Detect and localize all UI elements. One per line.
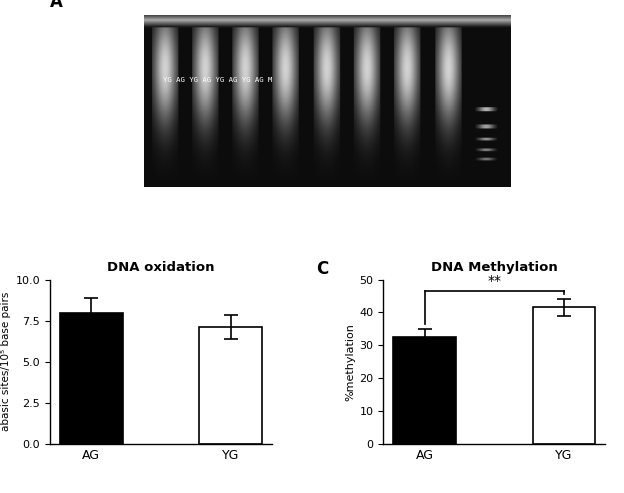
Bar xyxy=(199,327,262,444)
Title: DNA Methylation: DNA Methylation xyxy=(431,261,558,274)
Bar xyxy=(60,313,123,444)
Bar xyxy=(532,308,595,444)
Text: **: ** xyxy=(487,275,501,288)
Text: C: C xyxy=(316,260,329,278)
Bar xyxy=(393,337,456,444)
Y-axis label: abasic sites/10⁵ base pairs: abasic sites/10⁵ base pairs xyxy=(1,292,11,431)
Title: DNA oxidation: DNA oxidation xyxy=(107,261,215,274)
Y-axis label: %methylation: %methylation xyxy=(345,323,355,401)
Text: A: A xyxy=(50,0,63,11)
